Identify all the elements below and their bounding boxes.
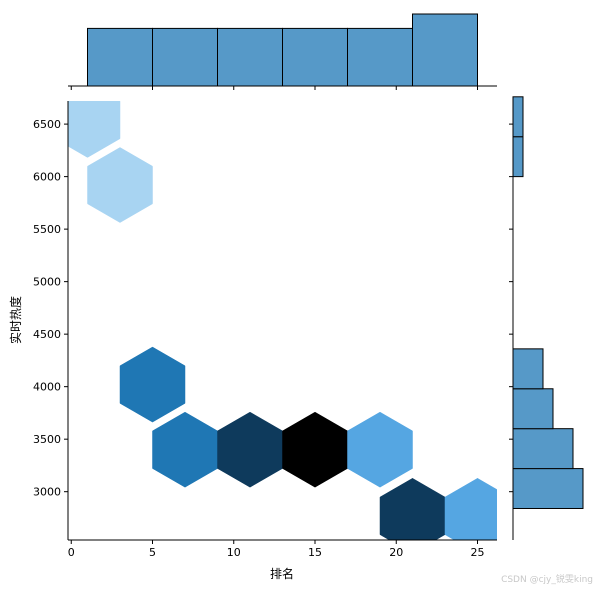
hexbin-8 <box>444 478 497 540</box>
marginal-x-bar-1 <box>152 27 218 87</box>
marginal-x-bar-0 <box>87 27 153 87</box>
y-tick-label-1: 3500 <box>33 433 61 446</box>
y-tick-label-4: 5000 <box>33 276 61 289</box>
marginal-x-bar-4 <box>347 27 413 87</box>
watermark: CSDN @cjy_锐雯king <box>501 573 593 585</box>
y-tick-label-7: 6500 <box>33 118 61 131</box>
hexbin-1 <box>87 147 153 223</box>
marginal-x-bar-5 <box>412 13 478 87</box>
x-tick-label-3: 15 <box>308 546 322 559</box>
hexbin-2 <box>119 346 186 423</box>
marginal-y-bar-3 <box>512 348 544 390</box>
y-tick-label-6: 6000 <box>33 171 61 184</box>
x-tick-label-0: 0 <box>68 546 75 559</box>
marginal-y-histogram <box>512 96 584 509</box>
x-tick-label-4: 20 <box>389 546 403 559</box>
marginal-y-bar-0 <box>512 468 584 509</box>
y-tick-label-3: 4500 <box>33 328 61 341</box>
x-tick-label-5: 25 <box>471 546 485 559</box>
marginal-y-bar-4 <box>512 136 524 178</box>
y-axis-title: 实时热度 <box>8 296 23 344</box>
x-tick-label-1: 5 <box>149 546 156 559</box>
marginal-x-bar-3 <box>282 27 348 87</box>
x-axis-title: 排名 <box>270 566 294 581</box>
marginal-y-bar-2 <box>512 388 554 430</box>
marginal-x-histogram <box>87 13 478 87</box>
hexbin-layer <box>68 101 497 540</box>
axes: 0 5 10 15 20 25 3000 3500 4000 4500 5000 5500 6000 65… <box>33 85 514 559</box>
marginal-y-bar-5 <box>512 96 524 138</box>
x-tick-label-2: 10 <box>227 546 241 559</box>
marginal-x-bar-2 <box>217 27 283 87</box>
y-tick-label-5: 5500 <box>33 223 61 236</box>
y-tick-label-2: 4000 <box>33 381 61 394</box>
marginal-y-bar-1 <box>512 428 574 470</box>
y-tick-label-0: 3000 <box>33 486 61 499</box>
hexbin-6 <box>347 411 413 488</box>
hexbin-0 <box>68 101 121 158</box>
